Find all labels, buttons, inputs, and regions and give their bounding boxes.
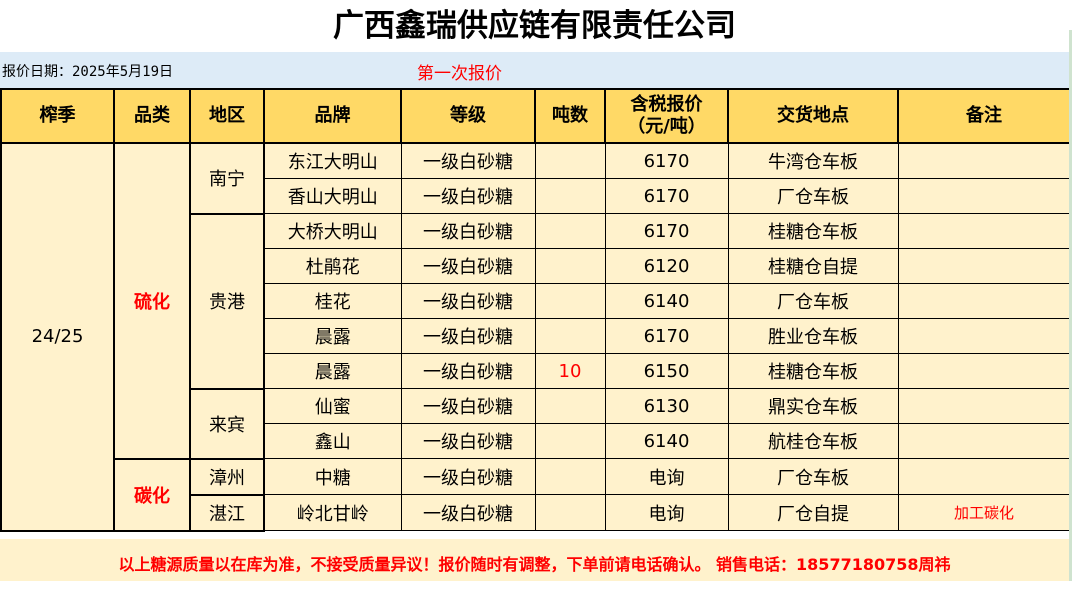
price-table: 榨季 品类 地区 品牌 等级 吨数 含税报价 （元/吨） 交货地点 备注 24/25 硫化 南宁 东江… bbox=[0, 88, 1071, 532]
tons-cell bbox=[534, 213, 606, 249]
category-cell: 碳化 bbox=[113, 457, 191, 532]
tons-cell bbox=[534, 283, 606, 319]
header-season: 榨季 bbox=[0, 88, 115, 144]
brand-cell: 晨露 bbox=[263, 353, 402, 389]
region-cell: 漳州 bbox=[189, 457, 265, 496]
scrollbar-edge bbox=[1069, 30, 1072, 581]
note-cell bbox=[897, 318, 1071, 354]
price-cell: 6170 bbox=[604, 213, 729, 249]
price-cell: 6120 bbox=[604, 248, 729, 284]
footer-notice: 以上糖源质量以在库为准，不接受质量异议！报价随时有调整，下单前请电话确认。 销售… bbox=[0, 539, 1069, 581]
delivery-cell: 牛湾仓车板 bbox=[727, 142, 899, 179]
quote-round: 第一次报价 bbox=[417, 64, 502, 84]
delivery-cell: 胜业仓车板 bbox=[727, 318, 899, 354]
grade-cell: 一级白砂糖 bbox=[400, 353, 536, 389]
price-cell: 6130 bbox=[604, 388, 729, 424]
tons-cell bbox=[534, 458, 606, 495]
delivery-cell: 桂糖仓自提 bbox=[727, 248, 899, 284]
company-title: 广西鑫瑞供应链有限责任公司 bbox=[333, 8, 736, 44]
grade-cell: 一级白砂糖 bbox=[400, 458, 536, 495]
header-brand: 品牌 bbox=[263, 88, 402, 144]
date-bar: 报价日期：2025年5月19日 第一次报价 bbox=[0, 52, 1069, 88]
brand-cell: 岭北甘岭 bbox=[263, 494, 402, 531]
table-row: 贵港 大桥大明山 一级白砂糖 6170 桂糖仓车板 bbox=[1, 212, 1071, 390]
delivery-cell: 航桂仓车板 bbox=[727, 423, 899, 459]
brand-cell: 大桥大明山 bbox=[263, 213, 402, 249]
header-tons: 吨数 bbox=[534, 88, 606, 144]
quote-date: 报价日期：2025年5月19日 bbox=[2, 64, 174, 80]
table-row: 24/25 硫化 南宁 东江大明山 一级白砂糖 6170 牛湾仓车板 bbox=[0, 142, 1071, 532]
delivery-cell: 厂仓车板 bbox=[727, 283, 899, 319]
price-cell: 电询 bbox=[604, 494, 729, 531]
price-cell: 6150 bbox=[604, 353, 729, 389]
delivery-cell: 桂糖仓车板 bbox=[727, 213, 899, 249]
header-note: 备注 bbox=[897, 88, 1071, 144]
header-price: 含税报价 （元/吨） bbox=[604, 88, 729, 144]
header-grade: 等级 bbox=[400, 88, 536, 144]
tons-cell: 10 bbox=[534, 353, 606, 389]
grade-cell: 一级白砂糖 bbox=[400, 142, 536, 179]
tons-cell bbox=[534, 494, 606, 531]
price-cell: 6170 bbox=[604, 318, 729, 354]
category-cell: 硫化 bbox=[113, 142, 191, 460]
header-category: 品类 bbox=[113, 88, 191, 144]
price-cell: 6140 bbox=[604, 283, 729, 319]
brand-cell: 香山大明山 bbox=[263, 178, 402, 214]
brand-cell: 晨露 bbox=[263, 318, 402, 354]
tons-cell bbox=[534, 318, 606, 354]
grade-cell: 一级白砂糖 bbox=[400, 388, 536, 424]
brand-cell: 桂花 bbox=[263, 283, 402, 319]
grade-cell: 一级白砂糖 bbox=[400, 318, 536, 354]
table-row: 来宾 仙蜜 一级白砂糖 6130 鼎实仓车板 bbox=[1, 387, 1071, 460]
note-cell bbox=[897, 142, 1071, 179]
region-cell: 来宾 bbox=[189, 387, 265, 460]
note-cell bbox=[897, 423, 1071, 459]
table-row: 晨露 一级白砂糖 10 6150 桂糖仓车板 bbox=[1, 353, 1071, 389]
table-row: 碳化 漳州 中糖 一级白砂糖 电询 厂仓车板 bbox=[1, 457, 1071, 532]
season-cell: 24/25 bbox=[0, 142, 115, 532]
tons-cell bbox=[534, 248, 606, 284]
note-cell bbox=[897, 178, 1071, 214]
table-row: 香山大明山 一级白砂糖 6170 厂仓车板 bbox=[1, 178, 1071, 214]
tons-cell bbox=[534, 423, 606, 459]
tons-cell bbox=[534, 142, 606, 179]
note-cell bbox=[897, 353, 1071, 389]
region-cell: 湛江 bbox=[189, 493, 265, 532]
note-cell: 加工碳化 bbox=[897, 494, 1071, 531]
brand-cell: 鑫山 bbox=[263, 423, 402, 459]
grade-cell: 一级白砂糖 bbox=[400, 213, 536, 249]
tons-cell bbox=[534, 388, 606, 424]
grade-cell: 一级白砂糖 bbox=[400, 178, 536, 214]
brand-cell: 中糖 bbox=[263, 458, 402, 495]
table-row: 桂花 一级白砂糖 6140 厂仓车板 bbox=[1, 283, 1071, 319]
delivery-cell: 厂仓自提 bbox=[727, 494, 899, 531]
brand-cell: 东江大明山 bbox=[263, 142, 402, 179]
delivery-cell: 桂糖仓车板 bbox=[727, 353, 899, 389]
note-cell bbox=[897, 388, 1071, 424]
grade-cell: 一级白砂糖 bbox=[400, 423, 536, 459]
price-cell: 6140 bbox=[604, 423, 729, 459]
grade-cell: 一级白砂糖 bbox=[400, 494, 536, 531]
delivery-cell: 厂仓车板 bbox=[727, 458, 899, 495]
tons-cell bbox=[534, 178, 606, 214]
price-cell: 6170 bbox=[604, 178, 729, 214]
region-cell: 贵港 bbox=[189, 212, 265, 390]
price-cell: 6170 bbox=[604, 142, 729, 179]
delivery-cell: 厂仓车板 bbox=[727, 178, 899, 214]
grade-cell: 一级白砂糖 bbox=[400, 248, 536, 284]
note-cell bbox=[897, 213, 1071, 249]
table-row: 湛江 岭北甘岭 一级白砂糖 电询 厂仓自提 加工碳化 bbox=[1, 493, 1071, 532]
delivery-cell: 鼎实仓车板 bbox=[727, 388, 899, 424]
header-delivery: 交货地点 bbox=[727, 88, 899, 144]
header-region: 地区 bbox=[189, 88, 265, 144]
table-row: 鑫山 一级白砂糖 6140 航桂仓车板 bbox=[1, 423, 1071, 459]
brand-cell: 杜鹃花 bbox=[263, 248, 402, 284]
region-cell: 南宁 bbox=[189, 142, 265, 215]
note-cell bbox=[897, 283, 1071, 319]
price-cell: 电询 bbox=[604, 458, 729, 495]
grade-cell: 一级白砂糖 bbox=[400, 283, 536, 319]
note-cell bbox=[897, 248, 1071, 284]
note-cell bbox=[897, 458, 1071, 495]
brand-cell: 仙蜜 bbox=[263, 388, 402, 424]
